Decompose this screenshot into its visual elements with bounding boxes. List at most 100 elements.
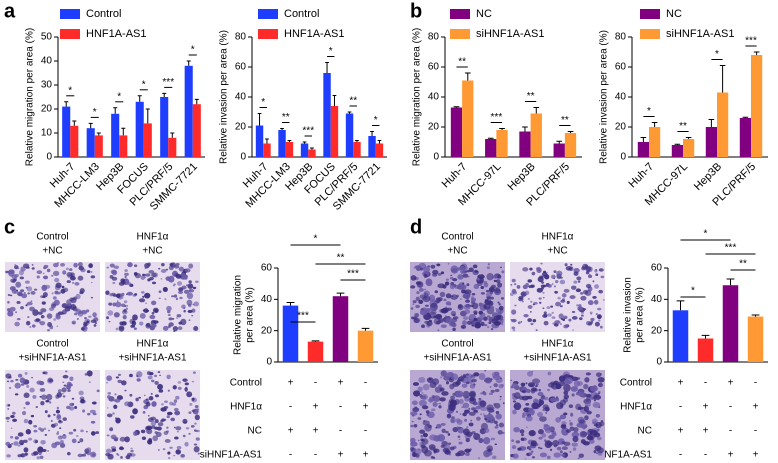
- cell: [77, 275, 84, 281]
- y-tick-label: 0: [433, 152, 439, 163]
- legend-label: siHNF1A-AS1: [476, 28, 544, 40]
- cell: [173, 455, 176, 457]
- cell: [62, 381, 65, 383]
- cell: [577, 457, 580, 460]
- cell: [136, 374, 139, 378]
- cell: [167, 389, 170, 392]
- cell: [511, 309, 517, 315]
- significance-label: *: [191, 45, 195, 56]
- cell: [583, 406, 590, 412]
- cell: [125, 455, 131, 460]
- cell: [537, 411, 543, 418]
- cell: [164, 298, 167, 301]
- error-bar: [137, 95, 142, 102]
- cell: [547, 388, 551, 392]
- cell: [86, 412, 91, 416]
- cell: [483, 414, 488, 418]
- cell: [62, 313, 65, 315]
- cell: [501, 323, 504, 326]
- cell: [457, 426, 462, 429]
- cell: [498, 383, 504, 389]
- cell: [450, 294, 459, 300]
- cell: [111, 269, 118, 276]
- cell: [158, 297, 161, 300]
- bar: [671, 145, 683, 157]
- cell: [486, 266, 491, 270]
- cell: [175, 426, 182, 431]
- cell: [176, 314, 182, 318]
- significance-label: *: [715, 49, 719, 60]
- significance-label: ***: [745, 36, 757, 47]
- cell: [92, 412, 97, 416]
- cell: [21, 293, 28, 299]
- cell: [161, 418, 165, 422]
- cell: [569, 450, 572, 453]
- cell: [44, 371, 48, 375]
- cell: [513, 402, 522, 411]
- cell: [495, 308, 498, 310]
- cell: [499, 398, 502, 401]
- condition-sign: +: [703, 426, 709, 437]
- condition-sign: +: [338, 378, 344, 389]
- error-bar: [567, 131, 574, 133]
- error-bar: [64, 101, 69, 107]
- cell: [145, 323, 151, 329]
- error-bar: [370, 131, 374, 136]
- cell: [24, 372, 28, 375]
- cell: [144, 292, 151, 299]
- cell: [15, 281, 22, 288]
- cell: [167, 457, 171, 460]
- error-bar: [464, 72, 471, 81]
- cell: [84, 452, 87, 455]
- cell: [537, 276, 544, 283]
- cell: [519, 429, 525, 434]
- bar: [672, 310, 689, 362]
- cell: [68, 431, 74, 435]
- cell: [498, 305, 504, 311]
- cell: [598, 391, 601, 394]
- cell: [179, 296, 183, 300]
- cell: [563, 390, 569, 395]
- cell: [543, 320, 549, 326]
- condition-sign: -: [339, 426, 342, 437]
- cell: [578, 304, 582, 307]
- bar: [717, 92, 729, 157]
- cell: [497, 430, 503, 435]
- cell: [510, 379, 513, 381]
- error-bar: [113, 107, 118, 114]
- cell: [124, 401, 131, 407]
- cell: [497, 314, 504, 321]
- cell: [469, 397, 475, 402]
- cell: [419, 309, 428, 316]
- cell: [37, 311, 43, 315]
- cell: [49, 325, 54, 330]
- cell: [157, 371, 161, 374]
- bar: [192, 104, 201, 157]
- cell: [130, 449, 134, 453]
- cell: [482, 391, 487, 396]
- cell: [186, 284, 189, 287]
- cell: [538, 399, 545, 406]
- cell: [412, 300, 417, 304]
- cell: [438, 402, 441, 405]
- cell: [45, 399, 50, 403]
- cell: [130, 415, 135, 419]
- y-tick-label: 0: [240, 152, 246, 163]
- cell: [42, 448, 47, 452]
- cell: [14, 436, 19, 440]
- cell: [436, 423, 442, 429]
- significance-label: *: [704, 229, 708, 240]
- cell: [424, 424, 432, 432]
- cell: [106, 266, 110, 269]
- cell: [449, 277, 454, 280]
- cell: [8, 309, 11, 311]
- cell: [157, 449, 160, 451]
- cell: [172, 284, 175, 287]
- cell: [66, 299, 72, 306]
- cell: [168, 317, 173, 321]
- cell: [520, 382, 526, 387]
- cell: [156, 426, 162, 431]
- cell: [562, 318, 565, 322]
- cell: [17, 432, 24, 437]
- y-axis-label: Relative migration per area (%): [412, 28, 423, 166]
